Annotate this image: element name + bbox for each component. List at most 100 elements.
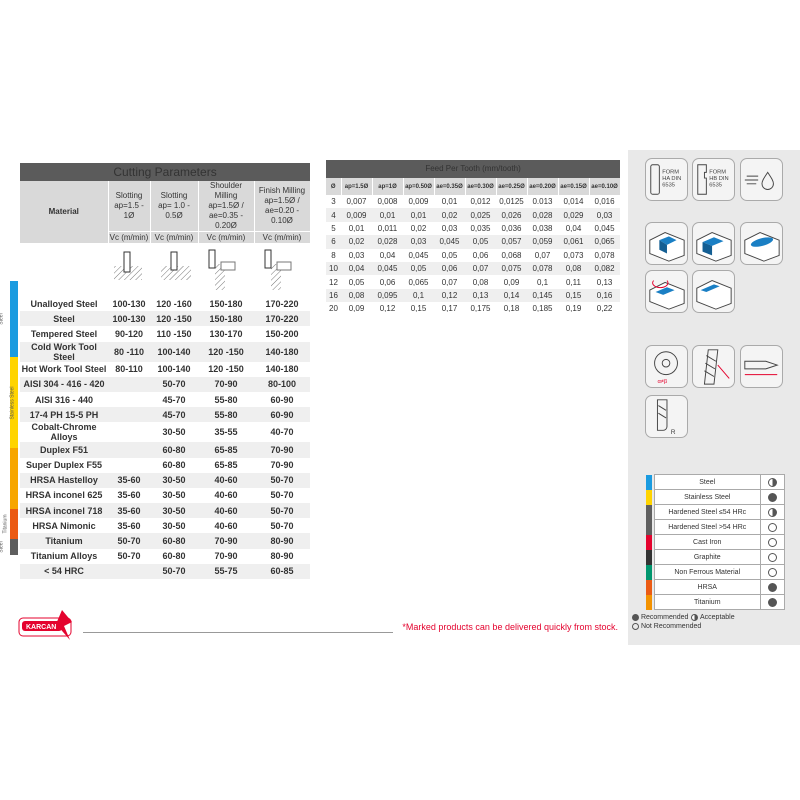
feed-column-header: Ø xyxy=(326,178,342,195)
material-cell: 17-4 PH 15-5 PH xyxy=(20,407,108,423)
feed-cell: 0,08 xyxy=(472,277,489,287)
stock-note: *Marked products can be delivered quickl… xyxy=(402,622,618,632)
vc-cell: 45-70 xyxy=(150,407,198,423)
material-color-swatch xyxy=(646,534,652,550)
feed-cell: 0,073 xyxy=(563,250,584,260)
vc-cell: 140-180 xyxy=(254,341,311,362)
legend-material-label: Cast Iron xyxy=(653,534,761,550)
feed-cell: 0,175 xyxy=(470,304,491,314)
vc-cell: 60-90 xyxy=(254,407,311,423)
operation-param: ap=1.5Ø / ae=0.20 - 0.10Ø xyxy=(264,196,300,225)
recommended-icon xyxy=(768,597,777,607)
recommended-dot-icon xyxy=(632,613,639,621)
feed-cell: 0,065 xyxy=(589,235,621,249)
vc-cell: 50-70 xyxy=(254,472,311,488)
material-cell: Cold Work Tool Steel xyxy=(20,341,108,362)
vc-cell: 40-60 xyxy=(214,490,238,501)
operation-diagrams xyxy=(108,244,310,297)
vc-cell: 60-80 xyxy=(150,442,198,458)
table-row: 17-4 PH 15-5 PH 45-70 55-80 60-90 xyxy=(20,407,311,423)
operation-header: Slotting ap=1.5 - 1Ø xyxy=(108,181,151,232)
feed-cell: 0,07 xyxy=(441,277,458,287)
feed-cell: 0,059 xyxy=(527,235,558,249)
feed-cell: 0,05 xyxy=(403,261,434,276)
material-group-label: Titanium xyxy=(2,514,9,534)
legend-row: Non Ferrous Material xyxy=(646,564,785,580)
feed-cell: 0,01 xyxy=(372,208,403,222)
vc-cell: 60-80 xyxy=(150,533,198,549)
vc-cell: 70-90 xyxy=(254,442,311,458)
feed-column-header: ap=0.50Ø xyxy=(403,178,435,195)
material-cell: Unalloyed Steel xyxy=(30,298,98,309)
feed-cell: 0,12 xyxy=(434,288,465,303)
vc-cell: 170-220 xyxy=(265,298,299,309)
vc-cell: 30-50 xyxy=(162,520,186,531)
shoulder-milling-diagram xyxy=(208,249,236,290)
rating-cell xyxy=(760,474,785,490)
legend-key: Recommended Acceptable Not Recommended xyxy=(632,613,798,631)
vc-cell: 110 -150 xyxy=(156,328,192,339)
feed-cell: 0,035 xyxy=(470,223,491,233)
feed-cell: 0,045 xyxy=(434,235,465,249)
slotting-diagram-1 xyxy=(114,251,143,280)
material-suitability-legend: Steel Stainless Steel Hardened Steel ≤54 H… xyxy=(646,474,785,610)
material-cell: Hot Work Tool Steel xyxy=(21,364,107,375)
operation-param: ap= 1.0 - 0.5Ø xyxy=(158,201,190,220)
vc-cell: 80-90 xyxy=(270,551,294,562)
material-color-swatch xyxy=(646,504,652,520)
operation-name: Slotting xyxy=(160,191,188,200)
not-recommended-icon xyxy=(768,537,777,547)
feed-cell: 0,05 xyxy=(348,277,365,287)
rating-cell xyxy=(760,534,785,550)
table-row: HRSA Hastelloy 35-60 30-50 40-60 50-70 xyxy=(20,472,311,488)
diameter-cell: 5 xyxy=(331,223,336,233)
material-group-bar xyxy=(10,509,18,540)
vc-cell: 55-80 xyxy=(214,394,238,405)
vc-cell: 100-140 xyxy=(150,341,198,362)
vc-cell: 50-70 xyxy=(254,503,311,519)
step-slotting-icon xyxy=(692,222,735,265)
feed-cell: 0,18 xyxy=(503,304,520,314)
feed-cell: 0,1 xyxy=(403,288,434,303)
feed-cell: 0,08 xyxy=(558,261,589,276)
vc-cell: 170-220 xyxy=(254,311,311,327)
svg-text:R: R xyxy=(671,429,676,436)
vc-cell: 35-60 xyxy=(108,472,150,488)
vc-cell: 120 -150 xyxy=(198,341,254,362)
table-row: Titanium 50-70 60-80 70-90 80-90 xyxy=(20,533,311,549)
not-recommended-icon xyxy=(768,567,777,577)
vc-cell: 50-70 xyxy=(117,551,141,562)
vc-cell: 70-90 xyxy=(270,460,294,471)
spacer xyxy=(652,564,654,580)
slotting-operation-icon xyxy=(645,222,688,265)
feed-cell: 0,045 xyxy=(594,223,615,233)
feed-cell: 0,082 xyxy=(589,261,621,276)
not-recommended-label: Not Recommended xyxy=(640,623,702,630)
feed-cell: 0,05 xyxy=(441,250,458,260)
cutting-parameters-title: Cutting Parameters xyxy=(20,163,311,181)
spacer xyxy=(652,594,654,610)
legend-row: Hardened Steel >54 HRc xyxy=(646,519,785,535)
feed-cell: 0,036 xyxy=(501,223,522,233)
rating-cell xyxy=(760,489,785,505)
rating-cell xyxy=(760,549,785,565)
feed-cell: 0,07 xyxy=(465,261,496,276)
table-row: AISI 304 - 416 - 420 50-70 70-90 80-100 xyxy=(20,376,311,392)
operation-param: ap=1.5Ø / ae=0.35 - 0.20Ø xyxy=(208,201,244,230)
feed-cell: 0,068 xyxy=(501,250,522,260)
form-ha-shank-icon: FORM HA DIN 6535 xyxy=(645,158,688,201)
feed-cell: 0,08 xyxy=(341,288,372,303)
feed-cell: 0,02 xyxy=(434,208,465,222)
table-row: 6 0,02 0,028 0,03 0,045 0,05 0,057 0,059 0,061 0,… xyxy=(326,235,621,249)
feed-cell: 0,03 xyxy=(348,250,365,260)
vc-cell: 55-75 xyxy=(198,563,254,579)
material-group-bar xyxy=(10,448,18,509)
vc-cell: 50-70 xyxy=(150,563,198,579)
vc-cell: 40-60 xyxy=(198,503,254,519)
pocket-milling-icon xyxy=(740,222,783,265)
vc-cell xyxy=(108,422,150,442)
table-row: 3 0,007 0,008 0,009 0,01 0,012 0,0125 0.013 0,01… xyxy=(326,195,620,208)
feed-cell: 0,01 xyxy=(441,197,458,207)
vc-cell: 70-90 xyxy=(198,533,254,549)
vc-cell: 30-50 xyxy=(162,490,186,501)
